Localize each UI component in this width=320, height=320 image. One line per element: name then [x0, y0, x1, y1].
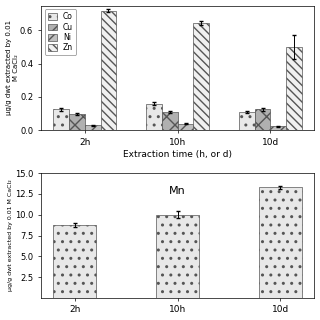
Bar — [156, 215, 199, 298]
X-axis label: Extraction time (h, or d): Extraction time (h, or d) — [123, 149, 232, 159]
Y-axis label: µg/g dwt extracted by 0.01
M CaCl₂: µg/g dwt extracted by 0.01 M CaCl₂ — [5, 20, 19, 116]
Bar — [286, 47, 302, 130]
Bar — [100, 11, 116, 130]
Bar — [85, 125, 100, 130]
Bar — [178, 124, 193, 130]
Bar — [270, 126, 286, 130]
Bar — [69, 114, 85, 130]
Bar — [239, 112, 255, 130]
Bar — [53, 225, 96, 298]
Bar — [193, 23, 209, 130]
Bar — [146, 104, 162, 130]
Y-axis label: µg/g dwt extracted by 0.01 M CaCl₂: µg/g dwt extracted by 0.01 M CaCl₂ — [8, 180, 13, 292]
Bar — [255, 109, 270, 130]
Bar — [53, 109, 69, 130]
Text: Mn: Mn — [169, 186, 186, 196]
Legend: Co, Cu, Ni, Zn: Co, Cu, Ni, Zn — [45, 9, 76, 55]
Bar — [162, 112, 178, 130]
Bar — [259, 187, 302, 298]
